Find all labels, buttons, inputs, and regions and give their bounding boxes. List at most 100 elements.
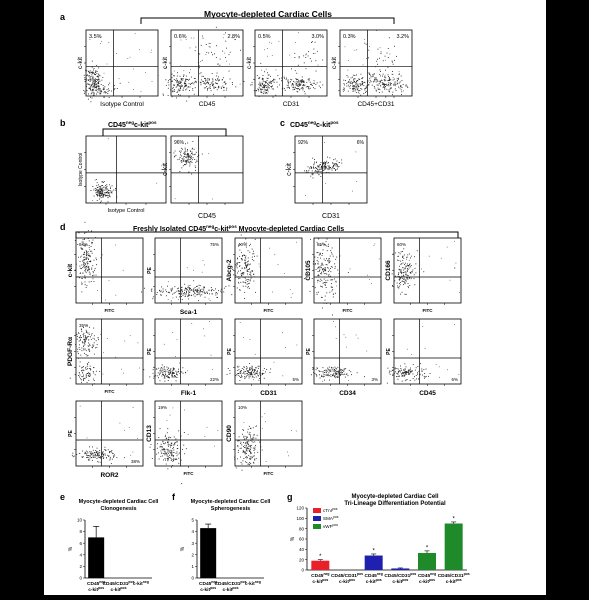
category-label: CD45/CD31pos	[215, 580, 247, 587]
quadrant-percent: 6%	[357, 140, 365, 146]
dot	[93, 380, 95, 381]
dot	[332, 166, 334, 168]
bar	[200, 528, 217, 578]
dot	[197, 156, 199, 158]
dot	[88, 93, 89, 95]
dot	[88, 339, 89, 341]
dot	[109, 451, 110, 453]
dot	[152, 298, 154, 300]
dot	[179, 452, 180, 454]
dot	[193, 294, 195, 296]
dot	[88, 83, 89, 85]
dot	[237, 366, 239, 368]
dot	[83, 263, 85, 265]
dot	[409, 370, 411, 372]
dot	[347, 375, 349, 377]
dot	[398, 260, 400, 261]
dot	[263, 91, 265, 93]
dot	[112, 453, 114, 455]
dot	[214, 86, 216, 88]
dot	[110, 188, 111, 189]
dot	[417, 373, 418, 375]
dot	[191, 323, 193, 324]
dot	[319, 280, 321, 282]
dot	[318, 291, 319, 293]
dot	[250, 372, 252, 374]
dot	[83, 265, 85, 267]
dot	[189, 295, 191, 296]
dot	[97, 451, 99, 453]
dot	[377, 81, 379, 82]
bar	[391, 568, 410, 570]
dot	[88, 460, 90, 461]
dot	[310, 166, 312, 168]
dot	[320, 169, 322, 170]
y-axis-label: Isotype Control	[78, 153, 84, 187]
dot	[410, 278, 412, 280]
dot	[267, 83, 269, 84]
dot	[203, 81, 204, 83]
dot	[240, 370, 242, 371]
dot	[246, 450, 248, 452]
dot	[290, 297, 292, 298]
dot	[262, 373, 263, 375]
dot	[398, 255, 399, 257]
dot	[207, 80, 208, 82]
dot	[345, 336, 347, 338]
dot	[235, 274, 237, 276]
plot-frame	[393, 318, 462, 385]
dot	[271, 82, 272, 84]
dot	[100, 457, 102, 459]
y-axis-label: Abcg-2	[226, 259, 233, 281]
dot	[399, 282, 400, 284]
dot	[185, 39, 187, 40]
dot	[352, 88, 353, 89]
dot	[82, 260, 83, 262]
dot	[402, 84, 404, 85]
dot	[344, 373, 345, 375]
dot	[172, 86, 174, 88]
dot	[192, 289, 194, 291]
dot	[316, 375, 318, 377]
dot	[128, 427, 130, 428]
dot	[384, 87, 386, 89]
dot	[325, 161, 326, 163]
dot	[184, 86, 185, 88]
dot	[177, 299, 179, 300]
dot	[351, 374, 352, 376]
dot	[234, 456, 235, 458]
dot	[84, 256, 86, 258]
dot	[182, 448, 183, 450]
dot	[390, 84, 392, 86]
dot	[216, 82, 218, 84]
dot	[97, 187, 99, 188]
dot	[352, 89, 354, 90]
dot	[88, 87, 90, 89]
dot	[394, 59, 395, 61]
dot	[439, 376, 440, 378]
dot	[212, 84, 213, 86]
dot	[243, 272, 245, 273]
quadrant-percent: 75%	[210, 242, 219, 247]
dot	[184, 293, 186, 295]
dot	[404, 363, 406, 365]
dot	[107, 454, 109, 456]
dot	[103, 189, 105, 191]
dot	[261, 416, 263, 418]
dot	[95, 452, 97, 454]
dot	[332, 255, 334, 257]
dot	[91, 71, 93, 73]
dot	[375, 78, 376, 80]
dot	[323, 163, 325, 165]
dot	[185, 288, 187, 290]
dot	[181, 483, 183, 485]
dot	[205, 54, 207, 55]
dot	[307, 273, 308, 275]
panel-title: Myocyte-depleted Cardiac Cells	[204, 9, 332, 19]
dot	[261, 82, 263, 84]
dot	[322, 242, 324, 244]
dot	[170, 81, 172, 83]
dot	[454, 267, 456, 268]
dot	[393, 84, 395, 86]
